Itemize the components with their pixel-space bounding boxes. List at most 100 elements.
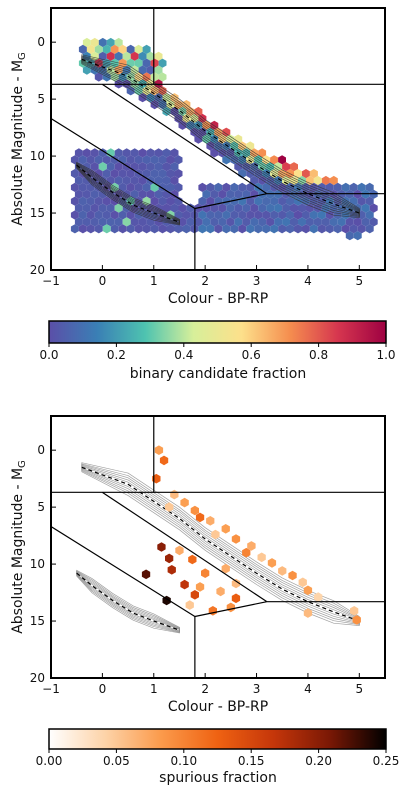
density-contour (76, 569, 180, 634)
hexbin-cell (278, 196, 286, 206)
hexbin-cell (90, 162, 99, 172)
hexbin-cell (278, 210, 286, 220)
hexbin-cell (162, 162, 171, 172)
hexbin-cell (70, 224, 79, 234)
hexbin-cell (102, 44, 111, 54)
hexbin-cell (214, 210, 223, 220)
hexbin-cell (349, 224, 358, 234)
colorbar-tick-label: 0.10 (170, 754, 197, 768)
hexbin-cell (258, 175, 267, 186)
hexbin-cell (98, 148, 107, 158)
region-dividing-line (102, 491, 268, 603)
hexbin-cell (98, 51, 107, 61)
hexbin-cell (98, 203, 107, 213)
hexbin-cell (82, 203, 91, 213)
hexbin-cell (230, 182, 239, 192)
hexbin-cell (150, 58, 159, 68)
hexbin-cell (282, 203, 290, 213)
x-tick-label: 2 (201, 274, 209, 288)
x-tick-label: 4 (304, 682, 312, 696)
hexbin-cell (159, 455, 169, 466)
hexbin-cell (258, 203, 267, 213)
hexbin-cell (333, 182, 342, 192)
hexbin-cell (150, 169, 159, 179)
x-tick-label: −1 (42, 274, 60, 288)
hexbin-cell (274, 189, 283, 199)
hexbin-cell (250, 175, 259, 186)
hexbin-cell (201, 568, 210, 578)
plot-frame (50, 7, 386, 271)
hexbin-cell (313, 217, 322, 227)
hexbin-cell (134, 44, 143, 54)
hexbin-cell (246, 210, 255, 220)
colorbar-tick-label: 0.05 (103, 754, 130, 768)
colorbar-ticks: 0.0 0.2 0.4 0.6 0.8 1.0 (39, 343, 396, 362)
hexbin-cell (162, 148, 171, 158)
hexbin-cell (278, 224, 286, 234)
hexbin-cell (110, 224, 119, 234)
hexbin-cell (114, 175, 123, 186)
hexbin-cell (94, 72, 103, 82)
colorbar-tick-label: 0.00 (36, 754, 63, 768)
hexbin-cell (74, 175, 83, 186)
hexbin-cell (157, 542, 166, 552)
hexbin-cell (114, 148, 123, 158)
hexbin-cell (286, 210, 294, 220)
hexbin-cell (118, 210, 127, 220)
hexbin-cell (350, 606, 359, 616)
colorbar-tick-label: 0.2 (107, 348, 126, 362)
hexbin-cell (74, 203, 83, 213)
hexbin-cell (230, 224, 239, 234)
hexbin-cell (102, 196, 111, 206)
hexbin-cell (114, 51, 123, 61)
hexbin-cell (82, 175, 91, 186)
hexbin-cell (182, 224, 191, 234)
hexbin-cell (154, 217, 163, 227)
hexbin-cell (146, 189, 155, 199)
region-dividing-line (194, 193, 267, 210)
hexbin-cell (266, 217, 275, 227)
hexbin-cell (182, 210, 191, 220)
hexbin-cell (122, 148, 131, 158)
hexbin-cell (303, 608, 313, 618)
hexbin-cell (166, 196, 175, 206)
hexbin-cell (246, 182, 255, 192)
hexbin-cell (74, 148, 83, 158)
hexbin-cell (298, 577, 307, 588)
hexbin-cell (154, 189, 163, 199)
sequence-ridge-line (76, 164, 180, 223)
hexbin-cell (270, 155, 279, 165)
hexbin-cell (202, 189, 211, 199)
dividing-lines (51, 8, 385, 270)
hexbin-cell (186, 203, 195, 213)
sequence-ridge-line (76, 572, 180, 631)
hexbin-cell (214, 182, 223, 192)
hexbin-cell (317, 210, 326, 220)
hexbin-cell (142, 58, 151, 68)
hexbin-cell (158, 72, 167, 82)
hexbin-cell (180, 497, 189, 508)
hexbin-cell (294, 224, 302, 234)
hexbin-cell (238, 224, 247, 234)
hexbin-cell (70, 169, 79, 179)
hexbin-cell (226, 602, 235, 613)
hexbin-cell (190, 505, 199, 516)
hexbin-cell (158, 169, 167, 179)
y-tick-label: 5 (37, 92, 45, 106)
hexbin-cell (94, 196, 103, 206)
hexbin-cell (78, 182, 87, 192)
hexbin-cell (282, 162, 290, 172)
hexbin-cell (357, 210, 366, 220)
hexbin-cell (195, 512, 205, 523)
hexbin-cell (118, 182, 127, 192)
hexbin-cell (210, 120, 219, 130)
hexbin-cell (210, 189, 219, 199)
x-tick-label: 1 (150, 682, 158, 696)
hexbin-cell (170, 203, 179, 213)
hexbin-cell (138, 93, 147, 103)
hexbin-cell (325, 224, 334, 234)
hexbin-cell (146, 65, 155, 75)
hexbin-cell (146, 162, 155, 172)
hexbin-cell (178, 217, 187, 227)
hexbin-cell (150, 155, 159, 165)
